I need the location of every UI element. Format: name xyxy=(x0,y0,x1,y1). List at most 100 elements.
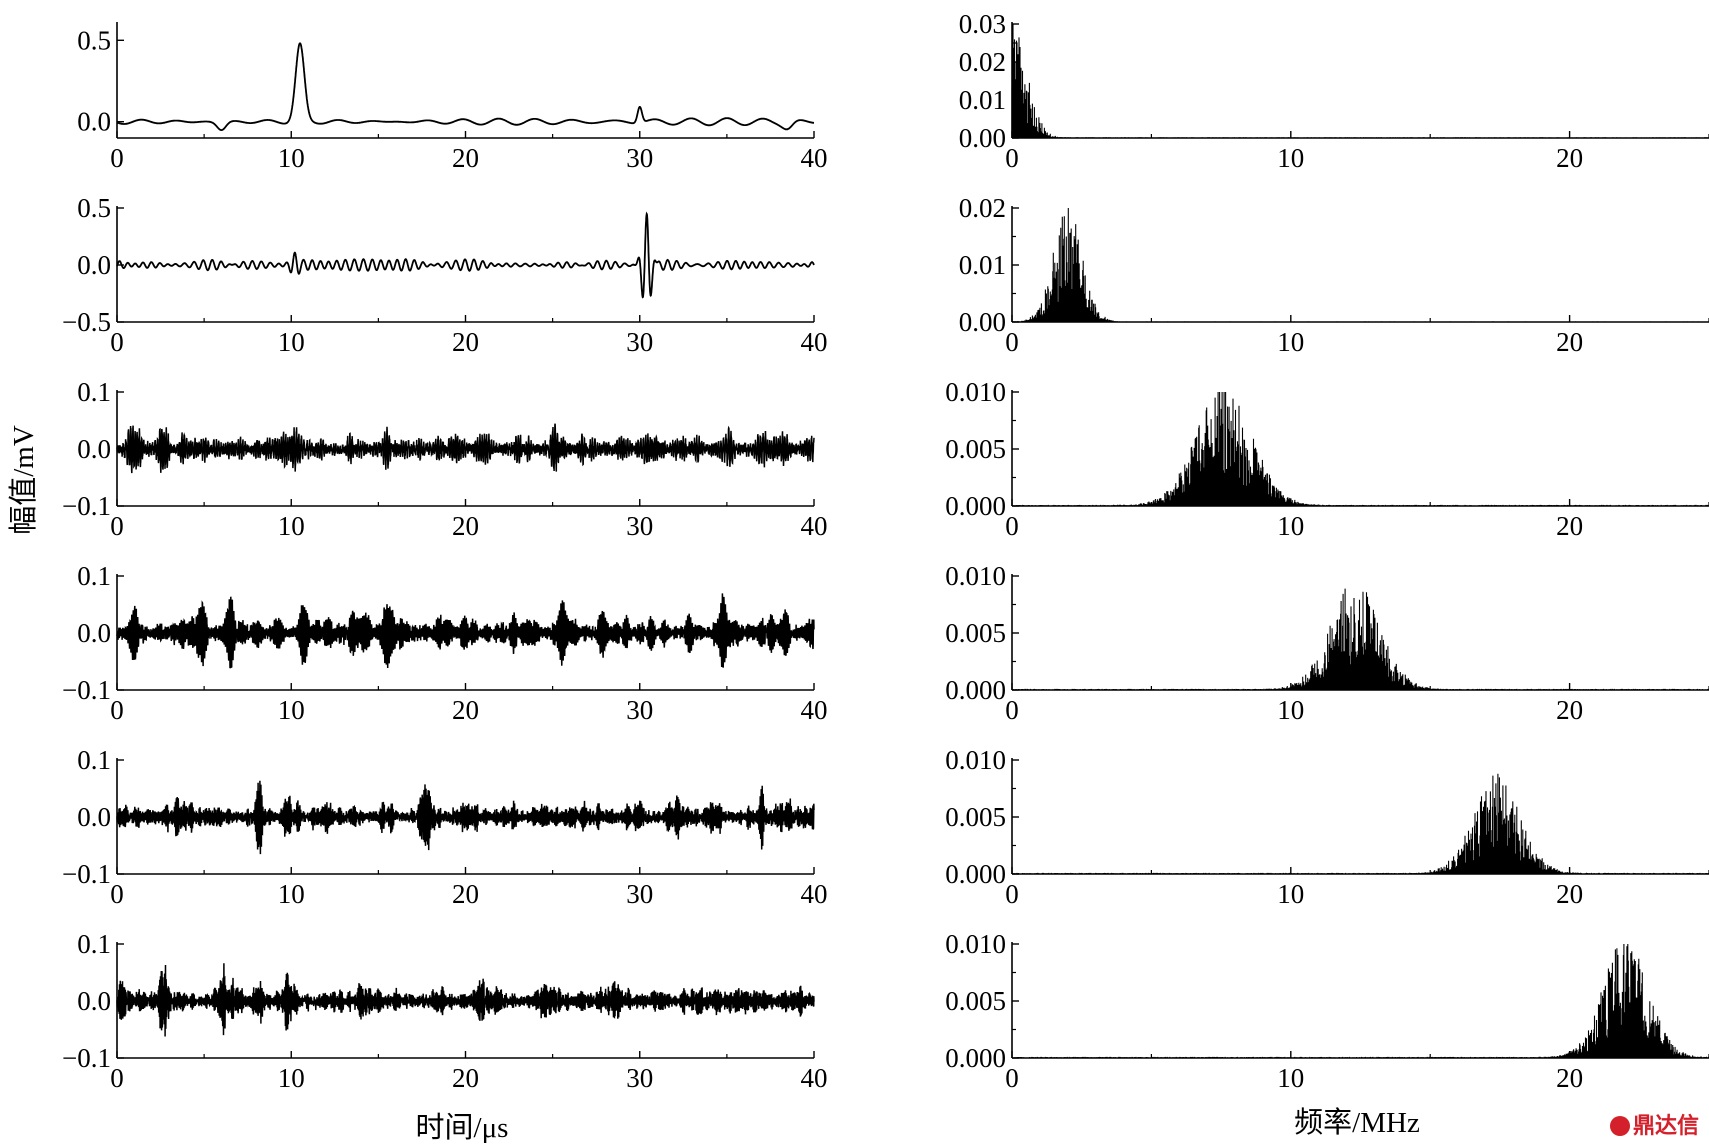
y-tick-label: −0.5 xyxy=(62,307,111,337)
x-tick-label: 10 xyxy=(278,1063,305,1093)
x-tick-label: 20 xyxy=(452,1063,479,1093)
x-tick-label: 20 xyxy=(452,327,479,357)
x-tick-label: 10 xyxy=(278,695,305,725)
watermark-text: 鼎达信 xyxy=(1633,1114,1700,1139)
x-tick-label: 0 xyxy=(1005,879,1019,909)
x-tick-label: 30 xyxy=(626,695,653,725)
x-tick-label: 20 xyxy=(452,143,479,173)
x-tick-label: 20 xyxy=(1556,511,1583,541)
y-tick-label: 0.1 xyxy=(77,377,111,407)
spectrum-5-panel: 0.000 0.005 0.010 0 10 20 xyxy=(945,745,1709,909)
x-tick-label: 40 xyxy=(801,1063,828,1093)
x-tick-label: 30 xyxy=(626,511,653,541)
y-tick-label: 0.005 xyxy=(945,434,1006,464)
y-tick-label: 0.03 xyxy=(959,9,1006,39)
time-2-waveform xyxy=(116,211,815,299)
x-tick-label: 10 xyxy=(1277,879,1304,909)
right-x-axis-title: 频率/MHz xyxy=(1294,1106,1420,1139)
left-x-axis-title: 时间/μs xyxy=(416,1111,509,1144)
y-tick-label: 0.0 xyxy=(77,618,111,648)
x-tick-label: 0 xyxy=(1005,143,1019,173)
y-tick-label: 0.0 xyxy=(77,434,111,464)
x-tick-label: 0 xyxy=(110,327,124,357)
y-tick-label: 0.005 xyxy=(945,986,1006,1016)
left-y-axis-title: 幅值/mV xyxy=(7,425,40,535)
y-tick-label: −0.1 xyxy=(62,1043,111,1073)
y-tick-label: 0.0 xyxy=(77,986,111,1016)
x-tick-label: 40 xyxy=(801,695,828,725)
time-3-panel: −0.1 0.0 0.1 0 10 20 30 40 xyxy=(62,377,827,541)
y-tick-label: 0.000 xyxy=(945,1043,1006,1073)
x-tick-label: 0 xyxy=(1005,511,1019,541)
x-tick-label: 10 xyxy=(1277,143,1304,173)
x-tick-label: 40 xyxy=(801,879,828,909)
y-tick-label: 0.010 xyxy=(945,561,1006,591)
y-tick-label: 0.1 xyxy=(77,561,111,591)
y-tick-label: 0.00 xyxy=(959,123,1006,153)
x-tick-label: 0 xyxy=(1005,1063,1019,1093)
y-tick-label: 0.01 xyxy=(959,250,1006,280)
y-tick-label: 0.0 xyxy=(77,802,111,832)
x-tick-label: 10 xyxy=(278,511,305,541)
y-tick-label: 0.010 xyxy=(945,929,1006,959)
y-tick-label: 0.5 xyxy=(77,193,111,223)
x-tick-label: 0 xyxy=(110,1063,124,1093)
x-tick-label: 20 xyxy=(1556,1063,1583,1093)
y-tick-label: 0.000 xyxy=(945,675,1006,705)
time-5-waveform xyxy=(116,780,815,855)
y-tick-label: 0.000 xyxy=(945,491,1006,521)
x-tick-label: 0 xyxy=(110,511,124,541)
x-tick-label: 0 xyxy=(1005,695,1019,725)
x-tick-label: 20 xyxy=(1556,143,1583,173)
y-tick-label: −0.1 xyxy=(62,859,111,889)
x-tick-label: 10 xyxy=(1277,511,1304,541)
time-5-panel: −0.1 0.0 0.1 0 10 20 30 40 xyxy=(62,745,827,909)
x-tick-label: 40 xyxy=(801,143,828,173)
time-1-panel: 0.0 0.5 0 10 20 30 40 xyxy=(77,22,828,173)
x-tick-label: 10 xyxy=(1277,695,1304,725)
time-3-waveform xyxy=(116,423,815,474)
y-tick-label: 0.02 xyxy=(959,193,1006,223)
spectrum-6-spectrum-bars xyxy=(1011,944,1709,1058)
x-tick-label: 0 xyxy=(110,143,124,173)
x-tick-label: 20 xyxy=(452,695,479,725)
x-tick-label: 20 xyxy=(1556,695,1583,725)
time-6-waveform xyxy=(116,963,815,1037)
x-tick-label: 30 xyxy=(626,879,653,909)
y-tick-label: −0.1 xyxy=(62,491,111,521)
spectrum-2-spectrum-bars xyxy=(1011,208,1709,322)
x-tick-label: 30 xyxy=(626,327,653,357)
y-tick-label: 0.005 xyxy=(945,618,1006,648)
spectrum-6-panel: 0.000 0.005 0.010 0 10 20 xyxy=(945,929,1709,1093)
panels-layer: 0.0 0.5 0 10 20 30 40 −0.5 0.0 0.5 0 10 20 30 40 −0.1 0.… xyxy=(62,9,1709,1093)
y-tick-label: 0.02 xyxy=(959,47,1006,77)
time-4-panel: −0.1 0.0 0.1 0 10 20 30 40 xyxy=(62,561,827,725)
x-tick-label: 40 xyxy=(801,511,828,541)
watermark-logo-icon xyxy=(1610,1116,1630,1136)
y-tick-label: 0.000 xyxy=(945,859,1006,889)
x-tick-label: 30 xyxy=(626,1063,653,1093)
spectrum-5-spectrum-bars xyxy=(1011,773,1709,874)
y-tick-label: 0.01 xyxy=(959,85,1006,115)
y-tick-label: 0.005 xyxy=(945,802,1006,832)
x-tick-label: 30 xyxy=(626,143,653,173)
spectrum-1-panel: 0.00 0.01 0.02 0.03 0 10 20 xyxy=(959,9,1709,173)
watermark: 鼎达信 xyxy=(1610,1108,1699,1140)
spectrum-3-spectrum-bars xyxy=(1011,392,1709,506)
x-tick-label: 20 xyxy=(452,879,479,909)
y-tick-label: 0.00 xyxy=(959,307,1006,337)
spectrum-2-panel: 0.00 0.01 0.02 0 10 20 xyxy=(959,193,1709,357)
y-tick-label: 0.5 xyxy=(77,25,111,55)
y-tick-label: 0.010 xyxy=(945,377,1006,407)
time-6-panel: −0.1 0.0 0.1 0 10 20 30 40 xyxy=(62,929,827,1093)
spectrum-3-panel: 0.000 0.005 0.010 0 10 20 xyxy=(945,377,1709,541)
y-tick-label: 0.0 xyxy=(77,107,111,137)
x-tick-label: 10 xyxy=(1277,1063,1304,1093)
x-tick-label: 0 xyxy=(110,695,124,725)
y-tick-label: −0.1 xyxy=(62,675,111,705)
y-tick-label: 0.1 xyxy=(77,745,111,775)
x-tick-label: 10 xyxy=(278,879,305,909)
spectrum-4-spectrum-bars xyxy=(1011,588,1709,690)
time-2-panel: −0.5 0.0 0.5 0 10 20 30 40 xyxy=(62,193,827,357)
